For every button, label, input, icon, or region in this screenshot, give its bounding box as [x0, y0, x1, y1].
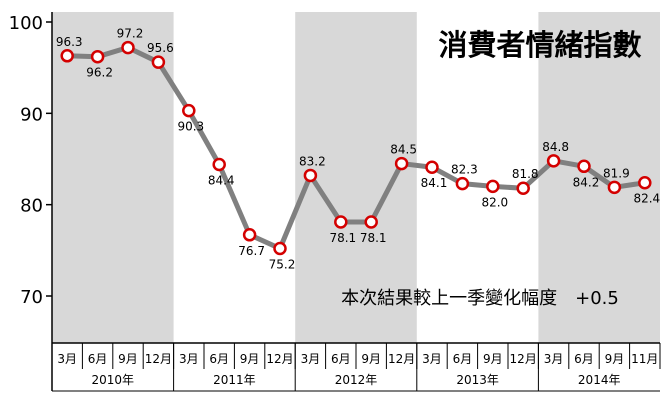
data-point — [182, 103, 196, 118]
y-tick-label: 90 — [20, 104, 43, 125]
y-tick-label: 100 — [9, 13, 43, 34]
x-tick-label: 6月 — [453, 352, 473, 366]
data-point — [546, 154, 561, 168]
data-point — [121, 40, 135, 55]
data-label: 78.1 — [329, 231, 356, 245]
data-label: 84.1 — [421, 176, 448, 190]
y-tick-label: 80 — [20, 196, 43, 217]
data-point — [607, 180, 622, 195]
x-tick-label: 6月 — [88, 352, 108, 366]
x-tick-label: 9月 — [361, 352, 381, 366]
x-tick-label: 6月 — [209, 352, 229, 366]
data-points — [60, 40, 652, 256]
data-point — [486, 179, 500, 194]
data-point — [90, 49, 105, 64]
data-point — [394, 156, 409, 171]
y-tick-label: 70 — [20, 287, 43, 308]
data-label: 81.8 — [512, 167, 539, 181]
data-point — [273, 241, 287, 256]
x-tick-label: 9月 — [240, 352, 260, 366]
x-tick-label: 12月 — [266, 352, 293, 366]
data-point — [60, 49, 74, 63]
x-tick-label: 3月 — [301, 352, 321, 366]
x-tick-label: 3月 — [422, 352, 442, 366]
data-label: 76.7 — [238, 244, 265, 258]
data-label: 95.6 — [147, 41, 174, 55]
data-point — [212, 157, 226, 172]
x-tick-label: 3月 — [544, 352, 564, 366]
year-label: 2011年 — [213, 373, 256, 387]
x-tick-label: 9月 — [483, 352, 503, 366]
data-label: 75.2 — [269, 258, 296, 272]
data-label: 81.9 — [603, 166, 630, 180]
year-label: 2013年 — [456, 373, 499, 387]
series-line — [67, 45, 646, 252]
x-tick-label: 12月 — [510, 352, 537, 366]
year-band — [52, 12, 174, 343]
data-point — [151, 55, 166, 69]
data-label: 82.3 — [451, 163, 478, 177]
data-label: 84.4 — [208, 173, 235, 187]
x-tick-label: 9月 — [605, 352, 625, 366]
year-label: 2012年 — [335, 373, 378, 387]
x-tick-label: 6月 — [574, 352, 594, 366]
data-label: 96.3 — [56, 35, 83, 49]
data-label: 82.4 — [633, 192, 660, 206]
data-labels: 96.3 96.2 97.295.6 90.3 84.4 76.7 75.2 83.2 78.1… — [56, 27, 660, 272]
data-label: 78.1 — [360, 231, 387, 245]
change-annotation: 本次結果較上一季變化幅度 +0.5 — [341, 288, 619, 309]
data-label: 96.2 — [86, 66, 113, 80]
data-point — [516, 181, 530, 195]
series-line-path — [67, 45, 646, 252]
year-label: 2010年 — [92, 373, 135, 387]
year-label: 2014年 — [578, 373, 621, 387]
data-label: 90.3 — [177, 120, 204, 134]
data-label: 84.2 — [573, 175, 600, 189]
data-point — [577, 159, 591, 174]
data-label: 84.5 — [390, 143, 417, 157]
data-point — [455, 176, 470, 191]
data-point — [425, 160, 439, 174]
x-tick-label: 9月 — [118, 352, 138, 366]
data-label: 83.2 — [299, 154, 326, 168]
data-label: 97.2 — [117, 27, 144, 41]
x-tick-label: 3月 — [57, 352, 77, 366]
data-point — [364, 215, 378, 229]
x-tick-label: 12月 — [388, 352, 415, 366]
data-point — [638, 175, 652, 190]
data-label: 82.0 — [481, 195, 508, 209]
data-label: 84.8 — [542, 140, 569, 154]
data-point — [303, 168, 318, 183]
x-tick-label: 6月 — [331, 352, 351, 366]
x-tick-label: 11月 — [631, 352, 658, 366]
axes: 70 80 90 100 3月 6月 9月 12月 3月 6月 9月 12月 3月 6月 9月 12月 3月 6月… — [9, 12, 661, 392]
data-point — [334, 215, 348, 229]
x-tick-label: 12月 — [145, 352, 172, 366]
data-point — [242, 228, 257, 242]
chart-title: 消費者情緒指數 — [438, 28, 641, 62]
x-tick-label: 3月 — [179, 352, 199, 366]
